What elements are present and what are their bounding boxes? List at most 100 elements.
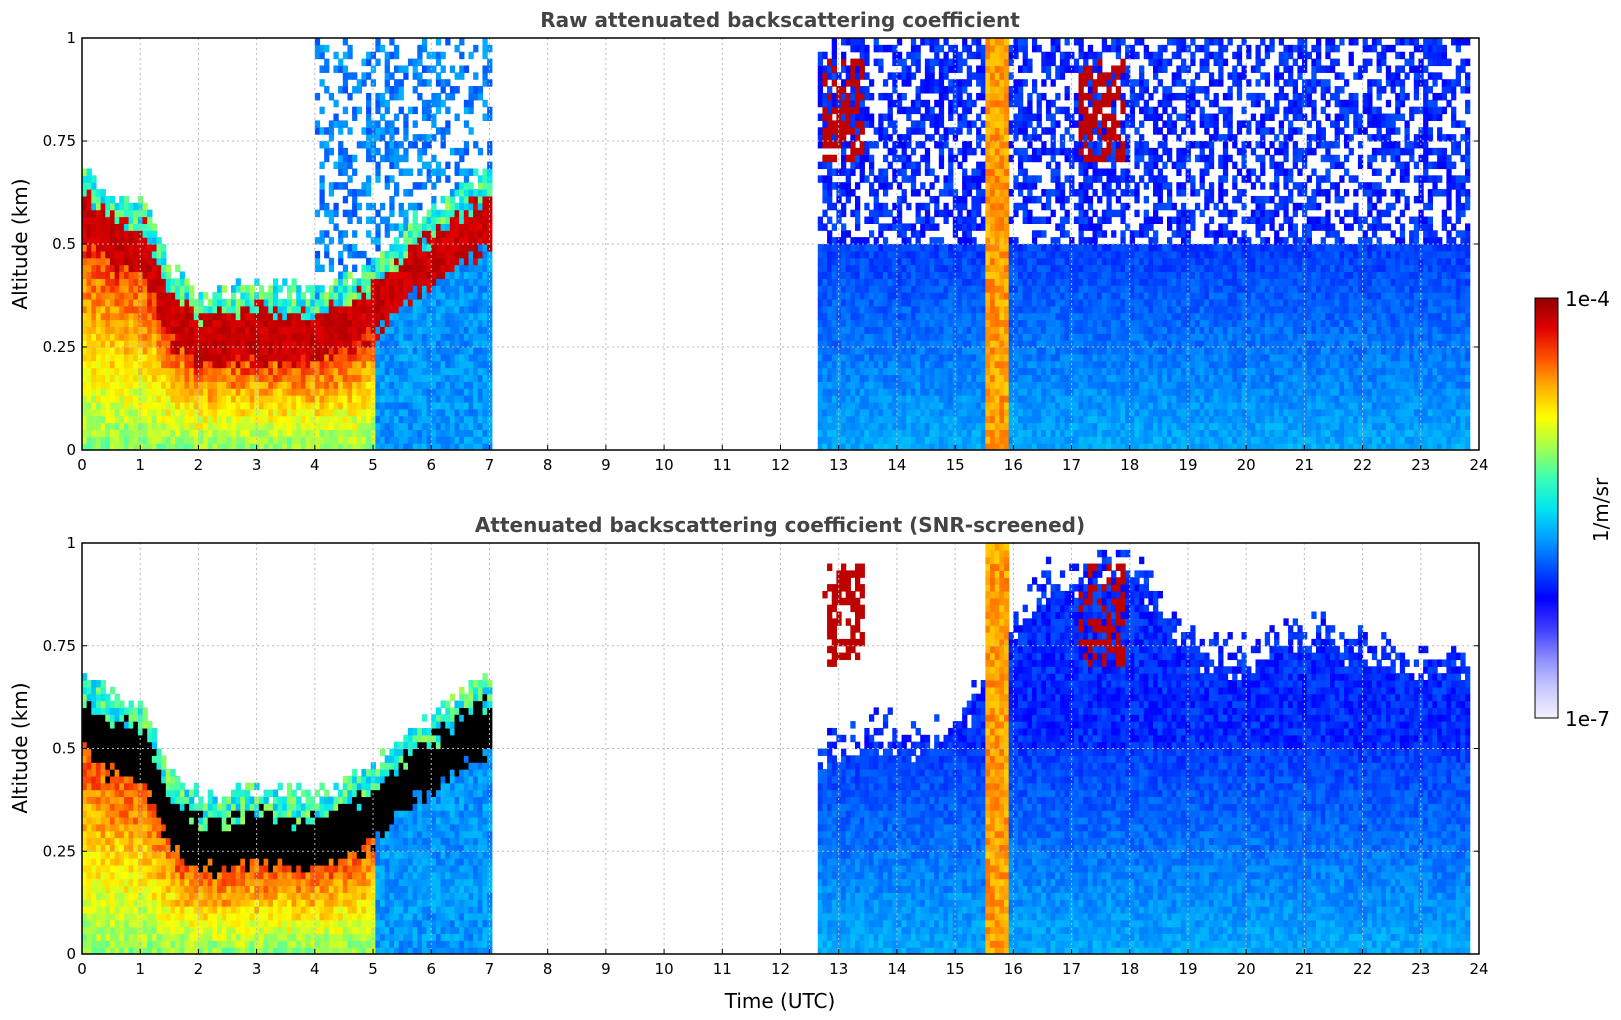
heatmap-cell (906, 134, 912, 142)
heatmap-cell (827, 333, 833, 341)
heatmap-cell (221, 305, 227, 314)
heatmap-cell (850, 374, 856, 382)
heatmap-cell (314, 292, 321, 300)
heatmap-cell (86, 237, 92, 245)
heatmap-cell (184, 415, 190, 424)
heatmap-cell (189, 401, 195, 410)
heatmap-cell (817, 285, 824, 293)
heatmap-cell (366, 58, 372, 67)
heatmap-cell (841, 278, 847, 286)
heatmap-cell (449, 415, 456, 424)
heatmap-cell (887, 408, 893, 417)
heatmap-cell (361, 333, 367, 341)
heatmap-cell (454, 388, 460, 396)
heatmap-cell (477, 353, 484, 362)
heatmap-cell (817, 250, 824, 259)
heatmap-cell (831, 92, 837, 101)
heatmap-cell (859, 154, 865, 163)
heatmap-cell (156, 353, 162, 362)
heatmap-cell (417, 340, 423, 348)
heatmap-cell (235, 347, 241, 355)
heatmap-cell (459, 209, 465, 218)
heatmap-cell (412, 360, 418, 369)
heatmap-cell (226, 326, 232, 334)
heatmap-cell (221, 374, 227, 382)
heatmap-cell (380, 202, 386, 211)
heatmap-cell (938, 264, 945, 273)
heatmap-cell (82, 223, 88, 231)
heatmap-cell (934, 381, 940, 389)
heatmap-cell (314, 333, 321, 341)
heatmap-cell (114, 333, 120, 341)
heatmap-cell (114, 230, 120, 238)
heatmap-cell (375, 395, 381, 403)
heatmap-cell (426, 353, 432, 362)
heatmap-cell (859, 408, 865, 417)
heatmap-cell (356, 312, 362, 321)
heatmap-cell (314, 298, 321, 307)
heatmap-cell (999, 182, 1005, 190)
heatmap-cell (426, 244, 432, 252)
heatmap-cell (147, 388, 153, 396)
heatmap-cell (407, 202, 414, 211)
heatmap-cell (384, 367, 390, 376)
heatmap-cell (836, 381, 842, 389)
heatmap-cell (235, 319, 241, 327)
heatmap-cell (417, 147, 423, 156)
heatmap-cell (426, 250, 432, 259)
heatmap-cell (445, 250, 451, 259)
heatmap-cell (393, 340, 400, 348)
heatmap-cell (263, 353, 269, 362)
heatmap-cell (910, 312, 917, 321)
heatmap-cell (417, 305, 423, 314)
heatmap-cell (845, 38, 851, 46)
heatmap-cell (342, 168, 349, 176)
heatmap-cell (226, 298, 232, 307)
heatmap-cell (985, 65, 991, 73)
heatmap-cell (440, 312, 446, 321)
heatmap-cell (962, 250, 968, 259)
heatmap-cell (487, 244, 493, 252)
heatmap-cell (924, 395, 931, 403)
heatmap-cell (482, 195, 488, 204)
heatmap-cell (831, 237, 837, 245)
heatmap-cell (985, 360, 991, 369)
heatmap-cell (393, 388, 400, 396)
heatmap-cell (109, 285, 116, 293)
heatmap-cell (976, 264, 982, 273)
heatmap-cell (305, 443, 311, 450)
heatmap-cell (855, 408, 861, 417)
heatmap-cell (873, 175, 879, 183)
heatmap-cell (421, 134, 428, 142)
heatmap-cell (95, 230, 102, 238)
heatmap-cell (855, 147, 861, 156)
heatmap-cell (221, 312, 227, 321)
heatmap-cell (226, 422, 232, 430)
heatmap-cell (868, 298, 875, 307)
heatmap-cell (100, 367, 106, 376)
heatmap-cell (910, 326, 917, 334)
heatmap-cell (128, 353, 134, 362)
heatmap-cell (864, 298, 870, 307)
heatmap-cell (990, 257, 996, 266)
heatmap-cell (948, 436, 954, 444)
heatmap-cell (296, 340, 302, 348)
heatmap-cell (352, 347, 358, 355)
heatmap-cell (119, 230, 125, 238)
heatmap-cell (966, 422, 973, 430)
heatmap-cell (389, 209, 395, 218)
heatmap-cell (300, 388, 307, 396)
heatmap-cell (268, 415, 274, 424)
heatmap-cell (836, 353, 842, 362)
heatmap-cell (226, 395, 232, 403)
heatmap-cell (976, 38, 982, 46)
heatmap-cell (184, 429, 190, 437)
heatmap-cell (314, 264, 321, 273)
heatmap-cell (845, 106, 851, 115)
heatmap-cell (128, 388, 134, 396)
heatmap-cell (235, 353, 241, 362)
heatmap-cell (137, 353, 144, 362)
heatmap-cell (878, 415, 884, 424)
heatmap-cell (985, 422, 991, 430)
heatmap-cell (827, 127, 833, 135)
